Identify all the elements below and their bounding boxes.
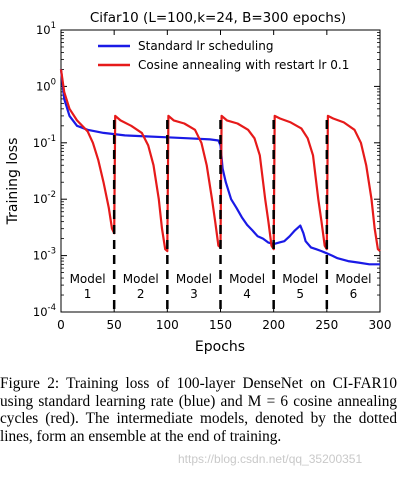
model-label: Model (335, 272, 371, 286)
figure-caption: Figure 2: Training loss of 100-layer Den… (0, 375, 397, 445)
y-axis-label: Training loss (5, 138, 21, 226)
legend-label: Standard lr scheduling (138, 39, 273, 53)
x-tick-label: 250 (315, 318, 338, 332)
watermark-url: https://blog.csdn.net/qq_35200351 (178, 452, 363, 466)
model-number: 2 (137, 287, 145, 301)
model-label: Model (229, 272, 265, 286)
y-tick-base: 10 (33, 305, 48, 319)
caption-text: Training loss of 100-layer DenseNet on C… (0, 375, 397, 445)
y-tick-exponent: -4 (48, 303, 56, 313)
y-tick-label: 10-2 (33, 190, 56, 206)
x-tick-label: 300 (369, 318, 392, 332)
model-number: 6 (350, 287, 358, 301)
y-tick-exponent: 1 (51, 21, 56, 31)
model-label: Model (176, 272, 212, 286)
model-label: Model (70, 272, 106, 286)
x-tick-label: 0 (57, 318, 65, 332)
chart-title: Cifar10 (L=100,k=24, B=300 epochs) (90, 10, 346, 26)
standard-lr-line (59, 69, 380, 266)
model-label: Model (123, 272, 159, 286)
y-tick-base: 10 (33, 249, 48, 263)
model-number: 5 (296, 287, 304, 301)
y-tick-exponent: -1 (48, 134, 56, 144)
model-number: 3 (190, 287, 198, 301)
y-tick-base: 10 (33, 136, 48, 150)
y-tick-label: 10-4 (33, 303, 56, 319)
caption-figure-label: Figure 2: (0, 375, 60, 392)
y-tick-exponent: -3 (48, 247, 56, 257)
y-tick-label: 10-1 (33, 134, 56, 150)
y-tick-label: 10-3 (33, 247, 56, 263)
x-tick-label: 100 (156, 318, 179, 332)
y-tick-exponent: 0 (51, 77, 56, 87)
y-tick-exponent: -2 (48, 190, 56, 200)
x-tick-label: 150 (209, 318, 232, 332)
y-tick-base: 10 (36, 79, 51, 93)
model-number: 1 (84, 287, 92, 301)
x-axis-label: Epochs (195, 339, 245, 355)
y-tick-label: 101 (36, 21, 56, 37)
legend-label: Cosine annealing with restart lr 0.1 (138, 58, 349, 72)
model-number: 4 (243, 287, 251, 301)
x-tick-label: 50 (107, 318, 122, 332)
training-loss-chart: Cifar10 (L=100,k=24, B=300 epochs) 10110… (5, 10, 392, 355)
model-label: Model (282, 272, 318, 286)
x-tick-label: 200 (262, 318, 285, 332)
y-tick-base: 10 (36, 23, 51, 37)
cosine-restart-line (59, 69, 381, 253)
y-tick-label: 100 (36, 77, 56, 93)
y-tick-base: 10 (33, 192, 48, 206)
